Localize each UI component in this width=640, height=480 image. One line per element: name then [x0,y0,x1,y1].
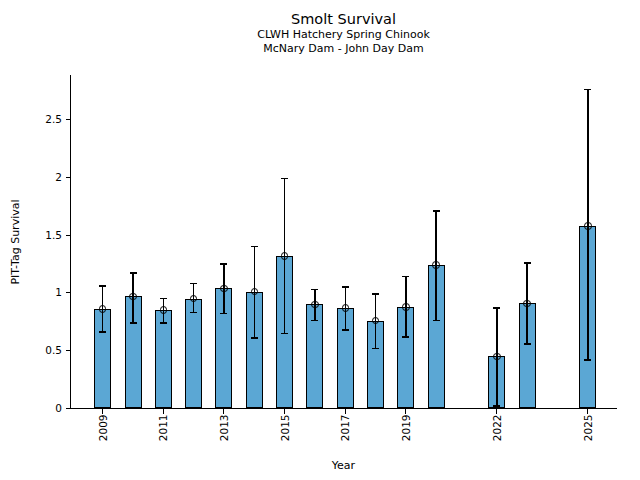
error-cap-high-2019 [402,276,409,278]
error-cap-low-2022 [493,405,500,407]
error-cap-high-2018 [372,293,379,295]
x-tick-label: 2017 [339,415,352,459]
x-tick [163,409,164,414]
point-marker-2015 [281,252,289,260]
y-tick-label: 0 [32,403,62,414]
x-axis-label: Year [70,459,617,472]
x-tick-label: 2011 [157,415,170,459]
error-cap-high-2011 [160,298,167,300]
y-tick [66,292,71,293]
point-marker-2010 [129,293,137,301]
error-cap-low-2012 [190,312,197,314]
point-marker-2025 [584,222,592,230]
error-cap-low-2010 [130,322,137,324]
x-tick [102,409,103,414]
bar-2012 [185,299,202,409]
figure: Smolt Survival CLWH Hatchery Spring Chin… [0,0,640,480]
y-tick-label: 2 [32,172,62,183]
y-tick [66,119,71,120]
x-tick-label: 2022 [490,415,503,459]
error-cap-high-2023 [524,262,531,264]
error-cap-low-2018 [372,348,379,350]
point-marker-2022 [493,353,501,361]
error-cap-low-2014 [251,337,258,339]
title-block: Smolt Survival CLWH Hatchery Spring Chin… [70,11,617,55]
x-tick-label: 2009 [96,415,109,459]
point-marker-2016 [311,301,319,309]
chart-subtitle-line2: McNary Dam - John Day Dam [70,42,617,56]
y-tick-label: 0.5 [32,345,62,356]
y-tick [66,235,71,236]
error-cap-high-2014 [251,246,258,248]
error-cap-high-2017 [342,286,349,288]
point-marker-2019 [402,303,410,311]
error-cap-high-2009 [99,285,106,287]
point-marker-2017 [342,304,350,312]
error-cap-low-2013 [220,313,227,315]
error-cap-high-2025 [584,89,591,91]
error-cap-low-2015 [281,333,288,335]
error-cap-high-2012 [190,283,197,285]
error-cap-low-2009 [99,331,106,333]
x-tick-label: 2025 [581,415,594,459]
error-cap-low-2019 [402,336,409,338]
error-cap-low-2017 [342,329,349,331]
bar-2011 [155,310,172,408]
y-tick-label: 2.5 [32,114,62,125]
y-tick [66,177,71,178]
point-marker-2011 [160,306,168,314]
x-tick-label: 2015 [278,415,291,459]
y-tick [66,408,71,409]
error-cap-high-2015 [281,178,288,180]
x-tick-label: 2019 [399,415,412,459]
y-tick-label: 1 [32,287,62,298]
error-cap-high-2020 [433,210,440,212]
chart-subtitle-line1: CLWH Hatchery Spring Chinook [70,28,617,42]
y-axis-spine [70,75,71,409]
error-cap-low-2025 [584,359,591,361]
point-marker-2020 [432,261,440,269]
x-tick [405,409,406,414]
x-tick-label: 2013 [217,415,230,459]
x-tick [345,409,346,414]
error-cap-low-2016 [311,320,318,322]
error-cap-high-2010 [130,272,137,274]
error-cap-high-2022 [493,307,500,309]
y-axis-label: PIT-Tag Survival [9,182,23,302]
x-tick [587,409,588,414]
error-cap-low-2023 [524,343,531,345]
x-tick [223,409,224,414]
error-cap-low-2020 [433,320,440,322]
error-cap-low-2011 [160,322,167,324]
x-tick [496,409,497,414]
error-cap-high-2016 [311,289,318,291]
error-cap-high-2013 [220,263,227,265]
chart-title: Smolt Survival [70,11,617,28]
x-tick [284,409,285,414]
point-marker-2013 [220,285,228,293]
y-tick [66,350,71,351]
y-tick-label: 1.5 [32,230,62,241]
point-marker-2023 [523,300,531,308]
